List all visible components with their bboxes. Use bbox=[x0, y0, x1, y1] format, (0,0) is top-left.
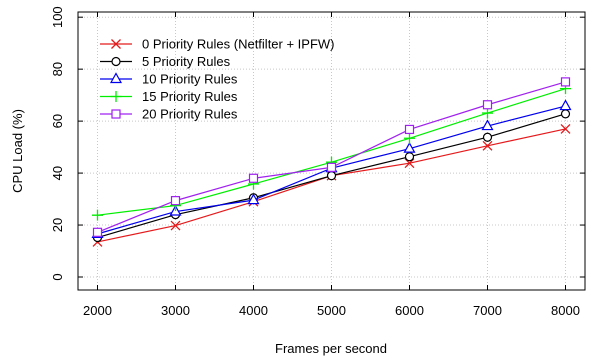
legend-item: 0 Priority Rules (Netfilter + IPFW) bbox=[100, 37, 335, 52]
data-point bbox=[170, 220, 181, 231]
y-tick-label: 20 bbox=[50, 218, 65, 232]
data-point bbox=[326, 171, 337, 181]
legend-label: 5 Priority Rules bbox=[142, 54, 231, 69]
legend-marker bbox=[111, 109, 121, 119]
data-point bbox=[482, 140, 493, 151]
series-4 bbox=[92, 77, 571, 237]
x-tick-label: 5000 bbox=[317, 303, 346, 318]
x-axis-label: Frames per second bbox=[275, 341, 387, 356]
data-point bbox=[404, 152, 415, 162]
y-tick-label: 0 bbox=[50, 273, 65, 280]
legend-marker bbox=[110, 91, 122, 102]
legend-marker bbox=[111, 39, 121, 49]
series-group bbox=[91, 77, 572, 247]
legend-label: 10 Priority Rules bbox=[142, 72, 238, 87]
legend-item: 5 Priority Rules bbox=[100, 54, 231, 69]
legend: 0 Priority Rules (Netfilter + IPFW) 5 Pri… bbox=[100, 37, 335, 122]
data-point bbox=[404, 124, 415, 135]
axis-ticks: 2000 3000 4000 5000 6000 7000 8000 0 20 40 60 80 100 bbox=[50, 6, 585, 318]
y-tick-label: 80 bbox=[50, 62, 65, 76]
data-point bbox=[403, 141, 416, 153]
data-point bbox=[247, 193, 260, 205]
data-point bbox=[248, 173, 259, 183]
data-point bbox=[482, 132, 493, 142]
x-tick-label: 2000 bbox=[83, 303, 112, 318]
data-point bbox=[170, 196, 181, 206]
legend-label: 20 Priority Rules bbox=[142, 107, 238, 122]
y-axis-label: CPU Load (%) bbox=[10, 109, 25, 193]
legend-label: 15 Priority Rules bbox=[142, 89, 238, 104]
y-tick-label: 60 bbox=[50, 114, 65, 128]
legend-item: 10 Priority Rules bbox=[100, 72, 238, 87]
legend-marker bbox=[111, 56, 121, 67]
data-point bbox=[560, 109, 571, 119]
data-point bbox=[92, 227, 103, 237]
data-point bbox=[404, 132, 415, 144]
grid bbox=[78, 12, 585, 290]
data-point bbox=[326, 162, 337, 172]
data-point bbox=[404, 158, 415, 169]
data-point bbox=[559, 99, 572, 111]
legend-item: 15 Priority Rules bbox=[100, 89, 238, 104]
x-tick-label: 8000 bbox=[551, 303, 580, 318]
y-tick-label: 40 bbox=[50, 166, 65, 180]
data-point bbox=[482, 107, 493, 119]
y-tick-label: 100 bbox=[50, 6, 65, 28]
data-point bbox=[481, 119, 494, 131]
legend-marker bbox=[109, 72, 123, 84]
legend-item: 20 Priority Rules bbox=[100, 107, 238, 122]
data-point bbox=[482, 100, 493, 110]
data-point bbox=[92, 209, 103, 221]
x-tick-label: 6000 bbox=[395, 303, 424, 318]
data-point bbox=[560, 123, 571, 134]
legend-label: 0 Priority Rules (Netfilter + IPFW) bbox=[142, 37, 335, 52]
x-tick-label: 7000 bbox=[473, 303, 502, 318]
x-tick-label: 4000 bbox=[239, 303, 268, 318]
data-point bbox=[560, 77, 571, 87]
x-tick-label: 3000 bbox=[161, 303, 190, 318]
